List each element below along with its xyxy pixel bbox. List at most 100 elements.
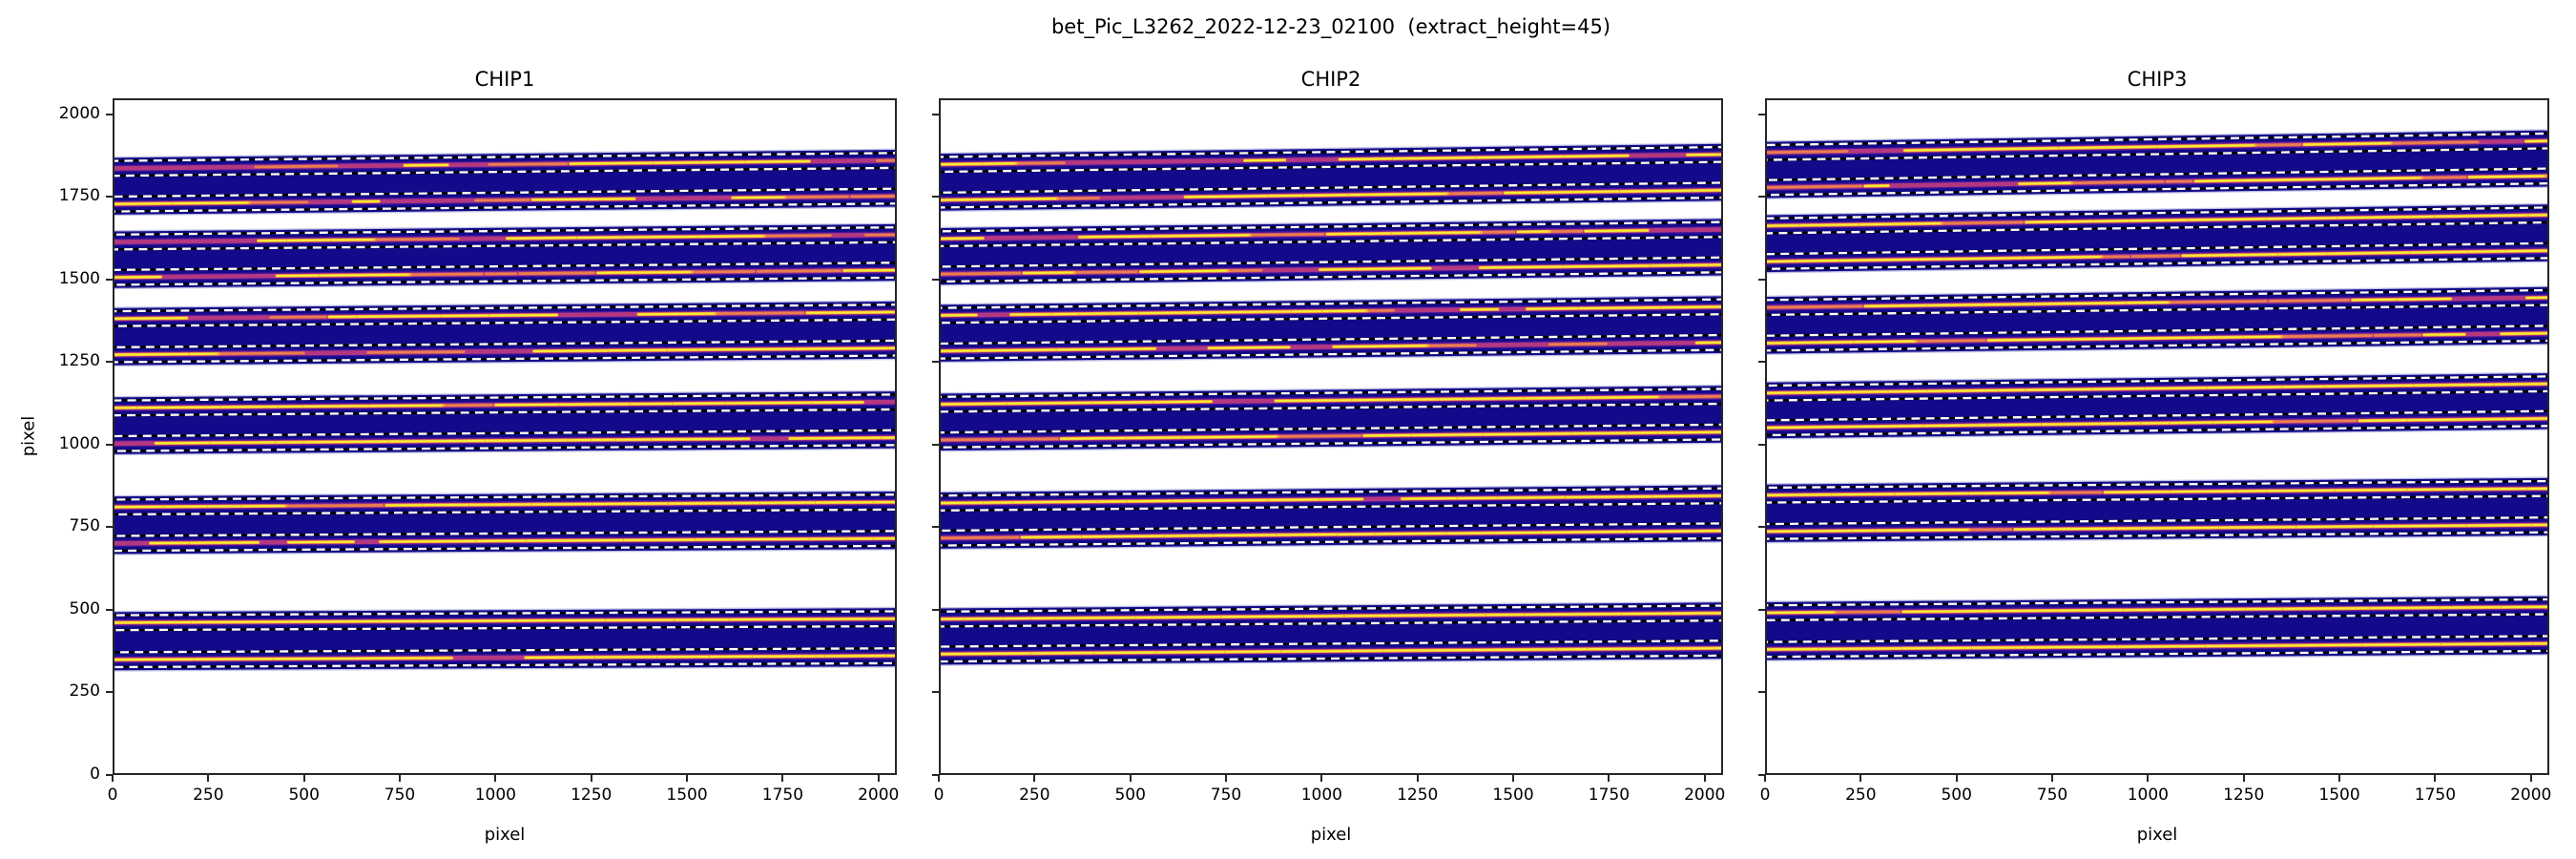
x-tick-label: 2000	[2510, 786, 2552, 805]
x-tick	[1129, 775, 1132, 782]
y-tick	[106, 278, 113, 281]
x-tick	[686, 775, 689, 782]
y-tick	[106, 774, 113, 776]
x-tick	[938, 775, 940, 782]
chip-title-chip1: CHIP1	[474, 68, 535, 91]
x-axis-label: pixel	[484, 825, 526, 845]
x-tick	[207, 775, 210, 782]
x-tick	[2051, 775, 2054, 782]
x-tick-label: 1500	[2318, 786, 2360, 805]
x-tick-label: 1750	[2414, 786, 2457, 805]
y-tick	[932, 526, 939, 529]
x-tick	[1512, 775, 1515, 782]
y-tick	[106, 691, 113, 694]
x-tick	[112, 775, 114, 782]
x-tick	[2338, 775, 2341, 782]
y-tick	[932, 361, 939, 364]
y-tick	[106, 526, 113, 529]
y-tick	[1758, 196, 1765, 199]
x-tick-label: 1750	[1588, 786, 1631, 805]
x-tick-label: 0	[933, 786, 945, 805]
x-tick-label: 0	[107, 786, 118, 805]
x-tick-label: 750	[2036, 786, 2068, 805]
x-tick-label: 2000	[858, 786, 900, 805]
x-tick-label: 1000	[1300, 786, 1342, 805]
x-tick-label: 750	[384, 786, 416, 805]
y-tick-label: 2000	[58, 103, 100, 123]
x-tick	[1764, 775, 1766, 782]
x-tick	[1033, 775, 1036, 782]
y-tick	[932, 113, 939, 115]
x-tick	[1608, 775, 1610, 782]
y-tick	[932, 608, 939, 611]
x-tick-label: 1250	[1397, 786, 1439, 805]
y-tick	[932, 774, 939, 776]
x-tick	[781, 775, 784, 782]
x-tick-label: 250	[1845, 786, 1877, 805]
y-axis-label: pixel	[18, 415, 39, 457]
plot-area-chip3	[1765, 98, 2549, 775]
x-tick	[2242, 775, 2245, 782]
x-tick-label: 500	[288, 786, 320, 805]
spectral-image-chip2	[939, 98, 1723, 775]
y-tick	[106, 196, 113, 199]
y-tick	[1758, 278, 1765, 281]
x-tick-label: 500	[1941, 786, 1972, 805]
spectral-image-chip1	[113, 98, 897, 775]
y-tick	[932, 196, 939, 199]
y-tick	[106, 608, 113, 611]
y-tick	[932, 278, 939, 281]
x-tick	[1859, 775, 1862, 782]
x-tick	[399, 775, 402, 782]
x-tick-label: 250	[193, 786, 224, 805]
y-tick	[1758, 774, 1765, 776]
x-tick-label: 750	[1210, 786, 1242, 805]
x-tick-label: 1500	[666, 786, 708, 805]
x-tick-label: 1000	[474, 786, 516, 805]
x-tick	[494, 775, 497, 782]
y-tick	[1758, 691, 1765, 694]
x-tick	[2434, 775, 2437, 782]
y-tick	[106, 113, 113, 115]
x-tick	[1703, 775, 1706, 782]
x-tick-label: 1250	[571, 786, 613, 805]
x-tick-label: 1500	[1492, 786, 1534, 805]
y-tick	[1758, 526, 1765, 529]
spectral-image-chip3	[1765, 98, 2549, 775]
y-tick-label: 1750	[58, 186, 100, 206]
x-tick-label: 1000	[2127, 786, 2169, 805]
x-tick	[590, 775, 592, 782]
plot-area-chip1	[113, 98, 897, 775]
x-axis-label: pixel	[1310, 825, 1352, 845]
y-tick	[106, 443, 113, 446]
x-tick-label: 1250	[2223, 786, 2265, 805]
x-tick	[2147, 775, 2150, 782]
x-tick	[2529, 775, 2532, 782]
figure-title: bet_Pic_L3262_2022-12-23_02100 (extract_…	[1050, 15, 1611, 38]
x-tick	[1416, 775, 1419, 782]
x-tick-label: 250	[1019, 786, 1050, 805]
chip-title-chip2: CHIP2	[1300, 68, 1361, 91]
y-tick	[932, 691, 939, 694]
plot-area-chip2	[939, 98, 1723, 775]
x-tick	[1955, 775, 1958, 782]
y-tick	[1758, 608, 1765, 611]
x-tick	[877, 775, 880, 782]
x-tick	[1225, 775, 1228, 782]
chip-title-chip3: CHIP3	[2127, 68, 2188, 91]
y-tick-label: 250	[69, 681, 100, 702]
y-tick	[932, 443, 939, 446]
y-tick	[106, 361, 113, 364]
x-tick	[1320, 775, 1323, 782]
y-tick	[1758, 361, 1765, 364]
y-tick	[1758, 443, 1765, 446]
x-tick-label: 500	[1114, 786, 1146, 805]
x-tick-label: 0	[1759, 786, 1771, 805]
y-tick-label: 0	[90, 765, 100, 784]
y-tick-label: 1250	[58, 351, 100, 371]
y-tick-label: 1000	[58, 433, 100, 453]
x-tick-label: 1750	[761, 786, 804, 805]
x-tick-label: 2000	[1684, 786, 1726, 805]
y-tick	[1758, 113, 1765, 115]
